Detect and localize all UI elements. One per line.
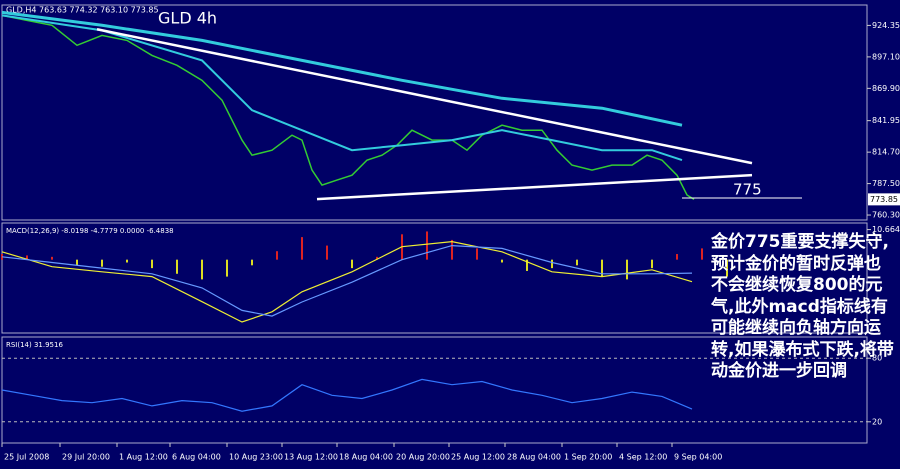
series-line (1, 240, 693, 323)
pane-title: RSI(14) 31.9516 (6, 341, 63, 349)
y-tick-label: 10.6647 (872, 225, 900, 234)
x-tick-label: 4 Sep 12:00 (619, 453, 667, 462)
pane (1, 336, 868, 444)
level-label: 775 (733, 181, 762, 199)
y-tick-label: 924.35 (872, 21, 900, 30)
series-line (1, 244, 693, 317)
x-tick-label: 25 Aug 12:00 (451, 453, 505, 462)
series-line (1, 14, 683, 162)
pane-title: MACD(12,26,9) -8.0198 -4.7779 0.0000 -6.… (6, 227, 174, 235)
x-tick-label: 28 Aug 04:00 (507, 453, 561, 462)
x-tick-label: 13 Aug 12:00 (284, 453, 338, 462)
x-tick-label: 9 Sep 04:00 (674, 453, 722, 462)
chart-header: GLD,H4 763.63 774.32 763.10 773.85 (6, 6, 159, 15)
y-tick-label: 80 (872, 354, 882, 363)
annotation: 金价775重要支撑失守,预计金价的暂时反弹也不会继续恢复800的元气,此外mac… (711, 232, 894, 381)
y-tick-label: 897.10 (872, 52, 900, 61)
series-line (1, 10, 683, 127)
x-tick-label: 20 Aug 20:00 (396, 453, 450, 462)
y-tick-label: 841.95 (872, 116, 900, 125)
y-tick-label: 787.50 (872, 179, 900, 188)
x-tick-label: 6 Aug 04:00 (172, 453, 221, 462)
last-price-label: 773.85 (870, 195, 898, 204)
x-tick-label: 1 Aug 12:00 (119, 453, 168, 462)
pane (1, 222, 868, 334)
y-tick-label: 814.70 (872, 148, 900, 157)
y-tick-label: 20 (872, 417, 882, 426)
x-tick-label: 29 Jul 20:00 (62, 453, 110, 462)
x-tick-label: 1 Sep 20:00 (564, 453, 612, 462)
y-tick-label: 760.30 (872, 211, 900, 220)
last-price-box (868, 193, 900, 206)
chart-title: GLD 4h (158, 9, 217, 28)
trendline (96, 28, 753, 165)
pane (1, 4, 868, 221)
series-line (1, 378, 693, 412)
x-tick-label: 25 Jul 2008 (4, 453, 49, 462)
x-tick-label: 18 Aug 04:00 (339, 453, 393, 462)
series-line (1, 14, 695, 201)
y-tick-label: 869.90 (872, 84, 900, 93)
trendline (316, 173, 753, 201)
x-tick-label: 10 Aug 23:00 (229, 453, 283, 462)
